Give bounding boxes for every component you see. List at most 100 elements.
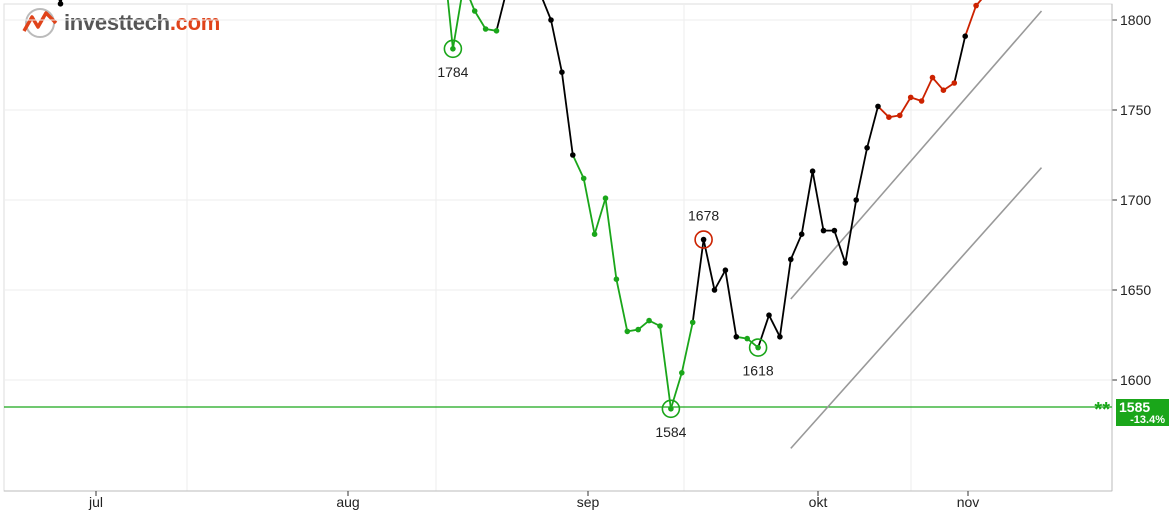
trend-channel-line <box>790 10 1043 300</box>
price-point <box>907 94 914 101</box>
price-point <box>482 26 489 32</box>
price-segment <box>670 372 683 410</box>
price-point <box>722 267 729 274</box>
price-point <box>471 8 478 14</box>
y-tick-label: 1800 <box>1120 12 1151 28</box>
price-segment <box>920 77 934 102</box>
price-point <box>755 344 761 351</box>
price-point <box>798 231 805 237</box>
price-segment <box>789 233 803 260</box>
price-point <box>962 33 968 39</box>
price-segment <box>615 279 629 332</box>
price-segment <box>593 197 607 235</box>
bottom-marker <box>661 399 681 419</box>
price-point <box>700 236 707 243</box>
price-point <box>831 227 838 234</box>
x-tick-label: sep <box>577 494 600 510</box>
price-point <box>875 103 881 110</box>
price-point <box>591 231 598 237</box>
price-segment <box>452 0 463 49</box>
price-point <box>897 112 903 119</box>
price-point <box>886 114 892 120</box>
plot-frame <box>3 3 1113 492</box>
price-point <box>668 406 674 412</box>
bottom-marker-label: 1784 <box>437 64 468 80</box>
price-segment <box>768 314 781 338</box>
price-segment <box>446 0 454 49</box>
price-segment <box>866 106 879 149</box>
bottom-marker <box>748 338 768 357</box>
price-segment <box>800 171 814 235</box>
price-point <box>450 46 456 52</box>
price-segment <box>899 96 912 116</box>
price-segment <box>550 19 563 73</box>
price-segment <box>659 325 672 409</box>
price-point <box>624 328 631 335</box>
price-point <box>689 319 696 326</box>
price-segment <box>582 178 596 235</box>
price-point <box>711 287 718 293</box>
y-tick-label: 1600 <box>1120 372 1151 388</box>
price-segment <box>604 198 618 280</box>
price-segment <box>844 199 858 264</box>
price-point <box>951 80 958 86</box>
level-change: -13.4% <box>1130 414 1165 426</box>
price-point <box>744 335 750 342</box>
price-segment <box>680 322 694 373</box>
x-tick-label: nov <box>957 494 980 510</box>
logo-icon <box>22 8 58 38</box>
price-point <box>493 28 500 34</box>
price-point <box>809 168 816 174</box>
price-segment <box>691 239 705 323</box>
price-point <box>646 317 652 324</box>
bottom-marker <box>443 39 463 59</box>
level-stars: ** <box>1094 399 1110 421</box>
price-segment <box>833 230 847 264</box>
price-segment <box>571 154 585 179</box>
x-tick-label: okt <box>809 494 828 510</box>
price-segment <box>724 270 738 337</box>
price-segment <box>779 259 792 337</box>
price-point <box>679 370 685 376</box>
price-segment <box>541 0 552 21</box>
price-segment <box>964 5 977 37</box>
price-point <box>602 195 609 201</box>
price-segment <box>757 314 770 348</box>
price-point <box>559 69 565 75</box>
price-point <box>766 312 772 319</box>
price-point <box>570 152 576 158</box>
price-segment <box>855 147 868 201</box>
price-point <box>733 334 740 340</box>
price-point <box>788 256 794 263</box>
price-segment <box>469 0 476 12</box>
bottom-marker-label: 1584 <box>655 424 686 440</box>
price-point <box>777 334 783 340</box>
price-point <box>635 326 641 333</box>
price-segment <box>473 10 487 30</box>
logo-text: investtech.com <box>64 10 220 35</box>
price-point <box>820 227 827 234</box>
price-point <box>918 98 925 104</box>
y-tick-label: 1750 <box>1120 102 1151 118</box>
y-tick-label: 1650 <box>1120 282 1151 298</box>
price-segment <box>561 72 574 156</box>
price-point <box>580 175 587 182</box>
price-point <box>548 17 554 23</box>
investtech-logo: investtech.com <box>20 6 220 40</box>
price-point <box>853 197 859 203</box>
price-point <box>657 323 663 329</box>
price-segment <box>953 35 967 84</box>
level-label: 1585-13.4% <box>1116 399 1169 426</box>
level-value: 1585 <box>1119 399 1150 415</box>
x-tick-label: aug <box>336 494 359 510</box>
price-point <box>940 87 947 93</box>
top-marker <box>694 230 713 249</box>
price-point <box>929 74 936 81</box>
price-point <box>57 1 64 7</box>
trend-channel-line <box>790 167 1043 449</box>
price-point <box>842 260 849 266</box>
price-segment <box>495 0 506 32</box>
bottom-marker-label: 1618 <box>743 363 774 379</box>
price-point <box>613 276 620 283</box>
